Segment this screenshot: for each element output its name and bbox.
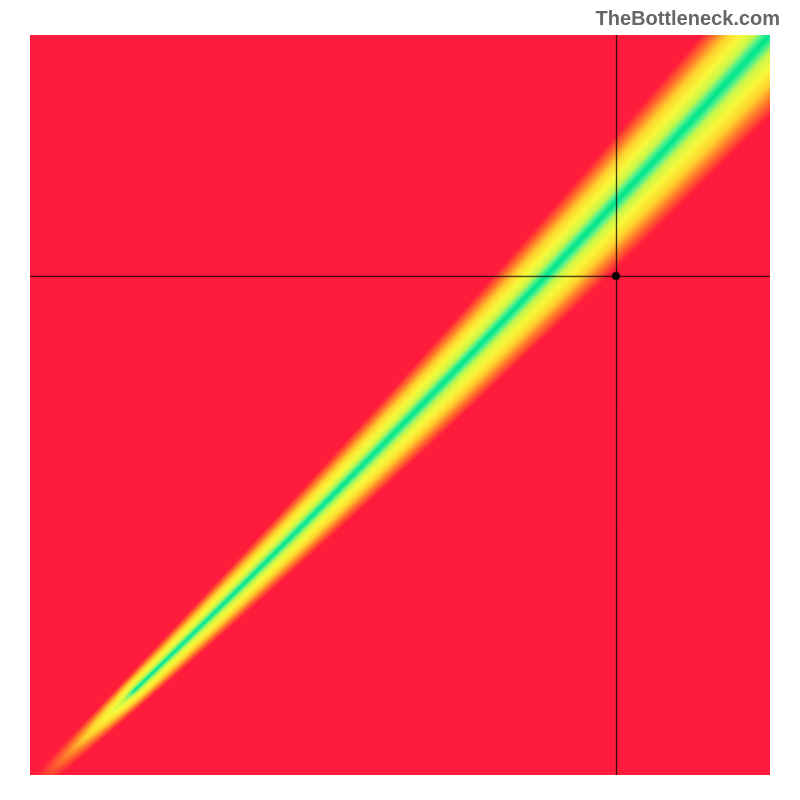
heatmap-canvas [30, 35, 770, 775]
bottleneck-heatmap [30, 35, 770, 775]
watermark-text: TheBottleneck.com [596, 8, 780, 31]
